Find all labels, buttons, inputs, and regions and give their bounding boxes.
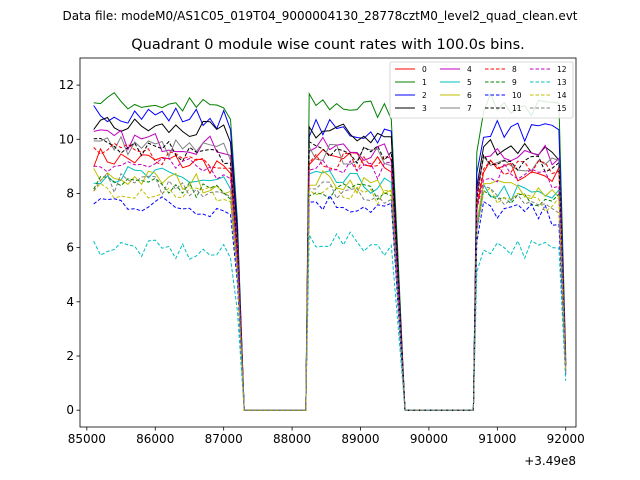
legend-label-8: 8	[512, 65, 517, 74]
axes-frame	[79, 57, 577, 428]
series-line-11	[93, 137, 567, 411]
y-tick-label: 2	[66, 349, 74, 363]
legend-label-6: 6	[467, 91, 472, 100]
data-file-header: Data file: modeM0/AS1C05_019T04_90000041…	[62, 9, 577, 23]
series-line-4	[93, 129, 567, 411]
series-line-3	[93, 116, 567, 411]
legend-label-1: 1	[422, 78, 427, 87]
x-tick-label: 87000	[205, 432, 243, 446]
x-offset-label: +3.49e8	[524, 454, 576, 468]
legend-label-15: 15	[557, 104, 567, 113]
legend-label-13: 13	[557, 78, 567, 87]
x-tick-label: 88000	[273, 432, 311, 446]
legend-label-9: 9	[512, 78, 517, 87]
y-tick-label: 12	[59, 78, 74, 92]
legend-label-4: 4	[467, 65, 472, 74]
y-tick-label: 4	[66, 295, 74, 309]
x-tick-label: 92000	[547, 432, 585, 446]
series-line-5	[93, 166, 567, 411]
x-tick-label: 91000	[478, 432, 516, 446]
series-line-8	[93, 142, 567, 411]
plot-area: 85000 86000 87000 88000 89000 90000 91000 92000…	[59, 57, 585, 446]
legend-label-3: 3	[422, 104, 427, 113]
legend-label-12: 12	[557, 65, 567, 74]
y-tick-label: 0	[66, 403, 74, 417]
series-line-15	[93, 172, 567, 411]
legend-label-7: 7	[467, 104, 472, 113]
series-line-12	[93, 157, 567, 411]
y-tick-label: 6	[66, 241, 74, 255]
x-tick-label: 86000	[136, 432, 174, 446]
legend-label-0: 0	[422, 65, 427, 74]
legend-label-14: 14	[557, 91, 567, 100]
x-tick-label: 85000	[68, 432, 106, 446]
legend-label-2: 2	[422, 91, 427, 100]
series-line-13	[93, 231, 567, 411]
series-line-0	[93, 147, 567, 411]
x-tick-label: 90000	[410, 432, 448, 446]
series-line-7	[93, 135, 567, 411]
series-line-6	[93, 168, 567, 411]
x-tick-label: 89000	[341, 432, 379, 446]
y-tick-label: 8	[66, 186, 74, 200]
series-line-9	[93, 176, 567, 411]
series-line-14	[93, 182, 567, 411]
legend-label-5: 5	[467, 78, 472, 87]
y-tick-label: 10	[59, 132, 74, 146]
legend-box	[389, 61, 574, 119]
series-line-10	[93, 194, 567, 411]
legend-label-10: 10	[512, 91, 522, 100]
chart-title: Quadrant 0 module wise count rates with …	[131, 37, 525, 53]
series-line-2	[93, 105, 567, 411]
series-line-1	[93, 91, 567, 411]
legend-label-11: 11	[512, 104, 522, 113]
